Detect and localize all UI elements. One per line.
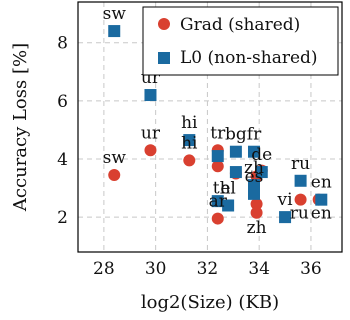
l0-nonshared-point xyxy=(279,211,292,224)
legend-grad-label: Grad (shared) xyxy=(180,15,300,35)
point-label: fr xyxy=(247,125,262,145)
l0-nonshared-point xyxy=(315,193,328,206)
point-label: bg xyxy=(225,125,247,145)
x-tick-label: 34 xyxy=(248,259,270,279)
l0-nonshared-point xyxy=(183,134,196,147)
point-label: ur xyxy=(141,123,161,143)
x-tick-label: 36 xyxy=(300,259,322,279)
point-label: tr xyxy=(210,123,226,143)
point-label: zh xyxy=(244,158,264,178)
point-label: de xyxy=(251,145,272,165)
y-tick-label: 4 xyxy=(57,150,68,170)
legend-l0-label: L0 (non-shared) xyxy=(180,48,318,68)
point-label: es xyxy=(245,167,264,187)
annotation-label: zh xyxy=(247,218,267,238)
point-label: ru xyxy=(291,154,310,174)
grad-shared-point xyxy=(108,168,121,181)
l0-nonshared-point xyxy=(294,174,307,187)
point-label: en xyxy=(311,173,332,193)
point-label: vi xyxy=(277,190,294,210)
l0-nonshared-point xyxy=(255,166,268,179)
grad-shared-point xyxy=(211,160,224,173)
y-tick-label: 6 xyxy=(57,92,68,112)
grad-shared-point xyxy=(294,193,307,206)
plot-frame xyxy=(77,1,343,253)
grad-shared-point xyxy=(211,212,224,225)
annotation-label: th xyxy=(213,178,231,198)
annotation-label: en xyxy=(311,204,332,224)
point-label: el xyxy=(220,178,236,198)
x-axis-label: log2(Size) (KB) xyxy=(141,292,279,313)
x-tick-label: 28 xyxy=(93,259,115,279)
l0-nonshared-point xyxy=(211,150,224,163)
grad-shared-point xyxy=(250,206,263,219)
legend-l0-marker xyxy=(158,52,170,64)
l0-nonshared-point xyxy=(248,187,260,200)
legend-box xyxy=(142,6,339,76)
l0-nonshared-point xyxy=(248,145,260,158)
point-label: ar xyxy=(209,192,228,212)
point-label: hi xyxy=(181,133,198,153)
l0-nonshared-point xyxy=(108,25,121,38)
l0-nonshared-point xyxy=(144,89,157,102)
grad-shared-point xyxy=(183,154,196,167)
grad-shared-point xyxy=(144,144,157,157)
point-label: sw xyxy=(103,4,127,24)
point-label: sw xyxy=(103,148,127,168)
l0-nonshared-point xyxy=(229,145,242,158)
legend: Grad (shared) L0 (non-shared) xyxy=(142,6,339,76)
x-tick-label: 32 xyxy=(197,259,219,279)
legend-grad-marker xyxy=(158,18,170,30)
grad-shared-point xyxy=(250,198,263,211)
y-tick-label: 8 xyxy=(57,34,68,54)
l0-nonshared-point xyxy=(229,166,242,179)
x-tick-label: 30 xyxy=(145,259,167,279)
y-tick-label: 2 xyxy=(57,208,68,228)
l0-nonshared-point xyxy=(211,195,224,208)
annotation-label: ru xyxy=(290,204,309,224)
y-axis-label: Accuracy Loss [%] xyxy=(10,43,31,212)
point-label: hi xyxy=(181,113,198,133)
l0-nonshared-point xyxy=(222,199,235,212)
